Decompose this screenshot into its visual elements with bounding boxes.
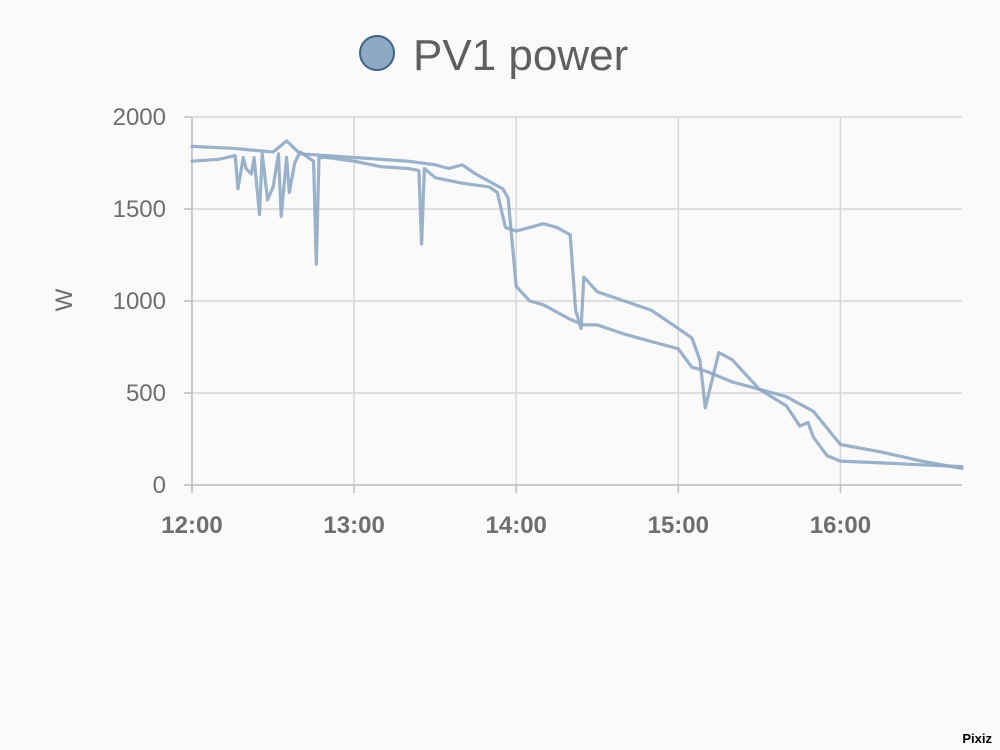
x-tick-label-1500: 15:00: [648, 512, 709, 539]
series-lines: [190, 139, 964, 470]
y-tick-label-2000: 2000: [113, 104, 166, 131]
series-line-2: [190, 139, 964, 470]
y-tick-labels: 0 500 1000 1500 2000: [113, 104, 166, 499]
x-tick-labels: 12:00 13:00 14:00 15:00 16:00: [161, 512, 871, 539]
series-line-1: [190, 150, 964, 469]
axes: [184, 116, 962, 493]
grid: [192, 116, 962, 485]
x-tick-label-1600: 16:00: [810, 512, 871, 539]
y-tick-label-1500: 1500: [113, 196, 166, 223]
y-tick-label-500: 500: [126, 380, 166, 407]
y-tick-label-0: 0: [153, 472, 166, 499]
y-axis-label: W: [51, 288, 78, 311]
legend[interactable]: PV1 power: [359, 31, 628, 80]
watermark: Pixiz: [962, 731, 992, 746]
legend-label-pv1-power: PV1 power: [413, 31, 628, 80]
x-tick-label-1300: 13:00: [323, 512, 384, 539]
x-tick-label-1400: 14:00: [486, 512, 547, 539]
legend-marker-pv1-power: [359, 35, 395, 71]
x-tick-label-1200: 12:00: [161, 512, 222, 539]
y-tick-label-1000: 1000: [113, 288, 166, 315]
